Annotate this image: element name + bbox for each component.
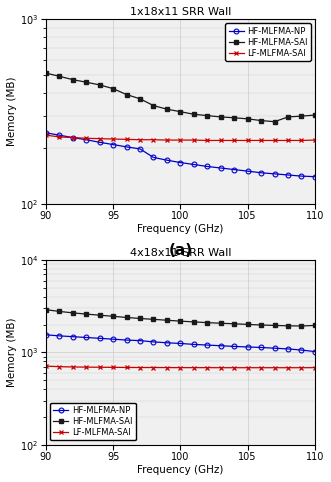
Y-axis label: Memory (MB): Memory (MB): [7, 77, 17, 146]
Legend: HF-MLFMA-NP, HF-MLFMA-SAI, LF-MLFMA-SAI: HF-MLFMA-NP, HF-MLFMA-SAI, LF-MLFMA-SAI: [50, 402, 135, 441]
Text: (a): (a): [168, 242, 192, 257]
Title: 1x18x11 SRR Wall: 1x18x11 SRR Wall: [130, 7, 231, 17]
Y-axis label: Memory (MB): Memory (MB): [7, 318, 17, 387]
X-axis label: Frequency (GHz): Frequency (GHz): [137, 224, 223, 234]
X-axis label: Frequency (GHz): Frequency (GHz): [137, 465, 223, 475]
Title: 4x18x11 SRR Wall: 4x18x11 SRR Wall: [130, 248, 231, 258]
Legend: HF-MLFMA-NP, HF-MLFMA-SAI, LF-MLFMA-SAI: HF-MLFMA-NP, HF-MLFMA-SAI, LF-MLFMA-SAI: [225, 23, 311, 61]
